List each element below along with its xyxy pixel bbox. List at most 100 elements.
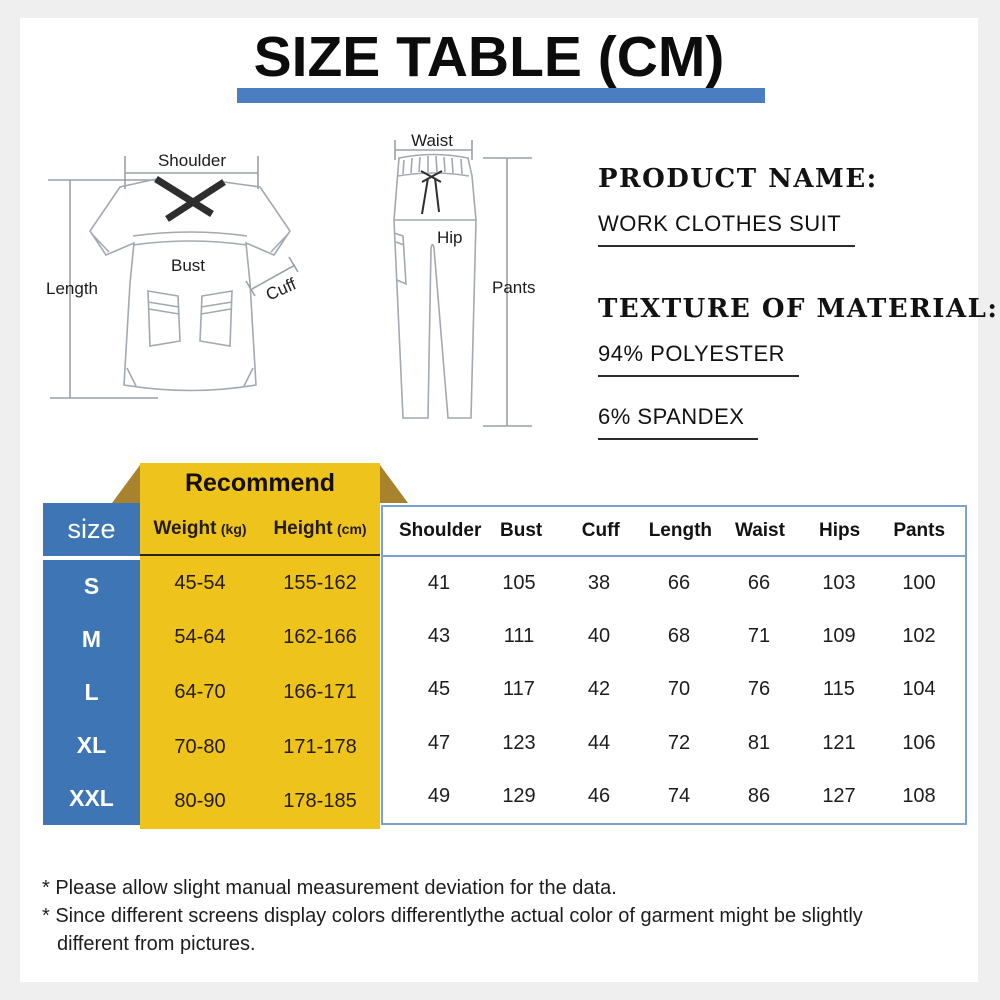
scrub-top-drawing xyxy=(48,156,299,399)
weight-cell: 45-54 xyxy=(174,571,226,594)
measure-cell: 74 xyxy=(667,784,691,807)
hip-label: Hip xyxy=(437,228,463,247)
table-row: 80-90 178-185 xyxy=(140,774,380,829)
product-name-heading: PRODUCT NAME: xyxy=(598,164,878,194)
size-row-label: XXL xyxy=(69,785,114,811)
measure-cell: 41 xyxy=(427,572,451,595)
size-row-label: XL xyxy=(76,732,107,758)
measure-cell: 45 xyxy=(427,678,451,701)
column-header: Length xyxy=(648,520,713,541)
column-header: Hips xyxy=(818,520,861,541)
measure-cell: 68 xyxy=(667,625,691,648)
size-row-label: L xyxy=(84,679,99,705)
title-underline-bar xyxy=(237,88,765,103)
measure-cell: 49 xyxy=(427,784,451,807)
measurements-header-row: Shoulder Bust Cuff Length Waist Hips Pan… xyxy=(383,507,965,557)
height-cell: 166-171 xyxy=(283,680,357,703)
measure-cell: 103 xyxy=(822,572,856,595)
cuff-measure-line xyxy=(245,256,299,297)
measure-cell: 106 xyxy=(902,731,936,754)
table-row: 64-70 166-171 xyxy=(140,665,380,720)
measure-cell: 47 xyxy=(427,731,451,754)
weight-cell: 70-80 xyxy=(174,735,226,758)
measure-cell: 40 xyxy=(587,625,611,648)
table-row: 47 123 44 72 81 121 106 xyxy=(383,717,965,770)
pants-outline xyxy=(393,153,477,419)
product-info-block: PRODUCT NAME: WORK CLOTHES SUIT TEXTURE … xyxy=(598,164,999,440)
column-header: Bust xyxy=(500,520,543,541)
weight-cell: 64-70 xyxy=(174,680,226,703)
material-item: 6% SPANDEX xyxy=(598,404,759,440)
measure-cell: 70 xyxy=(667,678,691,701)
footnotes: * Please allow slight manual measurement… xyxy=(42,874,927,958)
size-row-label: S xyxy=(83,573,100,599)
recommend-header-row: Weight (kg) Height (cm) xyxy=(140,503,380,556)
material-heading: TEXTURE OF MATERIAL: xyxy=(598,294,999,324)
measurements-body: 41 105 38 66 66 103 100 43 111 40 68 71 … xyxy=(383,557,965,823)
drawstring xyxy=(420,170,443,215)
measure-cell: 46 xyxy=(587,784,611,807)
measure-cell: 111 xyxy=(503,625,535,648)
measure-cell: 76 xyxy=(747,678,771,701)
measure-cell: 81 xyxy=(747,731,771,754)
waist-label: Waist xyxy=(411,131,453,150)
bust-label: Bust xyxy=(171,256,206,275)
collar-band-right xyxy=(165,179,226,222)
page-title: SIZE TABLE (CM) xyxy=(253,25,725,89)
measure-cell: 66 xyxy=(667,572,691,595)
length-measure-line xyxy=(48,179,158,399)
measure-cell: 117 xyxy=(503,678,535,701)
measure-cell: 102 xyxy=(902,625,936,648)
measure-cell: 44 xyxy=(587,731,611,754)
table-row: 54-64 162-166 xyxy=(140,611,380,666)
measure-cell: 123 xyxy=(502,731,536,754)
size-column-header: size xyxy=(43,503,140,556)
column-header: Cuff xyxy=(581,520,620,541)
pants-drawing xyxy=(393,140,532,427)
weight-column-header: Weight (kg) xyxy=(153,517,247,539)
recommend-ribbon-label: Recommend xyxy=(184,468,336,497)
height-cell: 162-166 xyxy=(283,626,357,649)
measure-cell: 129 xyxy=(502,784,536,807)
product-name-value: WORK CLOTHES SUIT xyxy=(598,211,856,247)
measure-cell: 38 xyxy=(587,572,611,595)
waist-measure-line xyxy=(394,140,473,160)
measure-cell: 71 xyxy=(747,625,771,648)
footnote: * Since different screens display colors… xyxy=(42,905,863,955)
measure-cell: 86 xyxy=(747,784,771,807)
table-row: 45 117 42 70 76 115 104 xyxy=(383,663,965,716)
footnote: * Please allow slight manual measurement… xyxy=(42,877,617,899)
measure-cell: 66 xyxy=(747,572,771,595)
length-label: Length xyxy=(46,279,98,298)
column-header: Shoulder xyxy=(399,520,482,541)
pants-measure-line xyxy=(483,157,532,427)
table-row: 41 105 38 66 66 103 100 xyxy=(383,557,965,610)
table-row: 45-54 155-162 xyxy=(140,556,380,611)
measure-cell: 121 xyxy=(822,731,856,754)
height-cell: 155-162 xyxy=(283,571,357,594)
collar-band-left xyxy=(154,176,214,217)
weight-cell: 80-90 xyxy=(174,790,226,813)
measure-cell: 109 xyxy=(822,625,856,648)
measure-cell: 127 xyxy=(822,784,856,807)
recommend-values: 45-54 155-162 54-64 162-166 64-70 166-17… xyxy=(140,556,380,829)
table-row: 49 129 46 74 86 127 108 xyxy=(383,770,965,823)
shoulder-measure-line xyxy=(124,156,259,189)
measure-cell: 42 xyxy=(587,678,611,701)
size-column: S M L XL XXL xyxy=(43,560,140,825)
weight-cell: 54-64 xyxy=(174,626,226,649)
recommend-panel: Recommend Weight (kg) Height (cm) 45-54 … xyxy=(140,463,380,829)
measure-cell: 105 xyxy=(502,572,536,595)
pants-label: Pants xyxy=(492,278,536,297)
table-row: 43 111 40 68 71 109 102 xyxy=(383,610,965,663)
height-cell: 178-185 xyxy=(283,790,357,813)
measure-cell: 43 xyxy=(427,625,451,648)
material-item: 94% POLYESTER xyxy=(598,341,800,377)
measure-cell: 108 xyxy=(902,784,936,807)
height-column-header: Height (cm) xyxy=(273,517,367,539)
size-row-label: M xyxy=(81,626,102,652)
scrub-top-outline xyxy=(89,176,291,392)
measure-cell: 104 xyxy=(902,678,936,701)
measure-cell: 115 xyxy=(823,678,855,701)
